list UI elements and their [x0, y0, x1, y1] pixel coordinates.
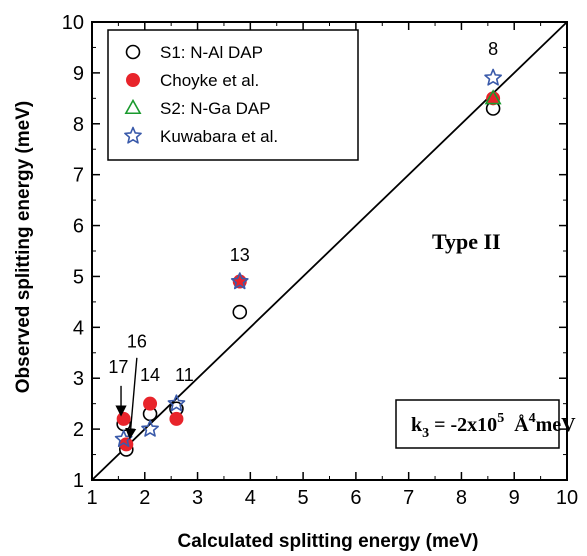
point-s1-n-al-dap	[232, 304, 248, 320]
point-label: 14	[140, 365, 160, 385]
k3-box	[395, 399, 560, 449]
legend-marker-s2-n-ga-dap	[124, 98, 142, 115]
point-kuwabara-et-al	[230, 272, 249, 290]
x-axis-title: Calculated splitting energy (meV)	[178, 531, 479, 552]
annotation-arrow	[125, 357, 138, 440]
y-tick-label: 9	[73, 63, 84, 85]
y-tick-label: 4	[73, 317, 84, 339]
x-tick-label: 7	[403, 487, 414, 509]
k3-exponent: 5	[497, 411, 504, 426]
x-tick-label: 1	[86, 487, 97, 509]
y-tick-label: 2	[73, 419, 84, 441]
x-tick-label: 4	[245, 487, 256, 509]
y-tick-label: 7	[73, 165, 84, 187]
legend-label-choyke-et-al: Choyke et al.	[160, 71, 259, 90]
k3-unit-angstrom: Å	[504, 413, 529, 436]
point-label: 16	[127, 332, 147, 352]
point-kuwabara-et-al	[484, 68, 502, 86]
legend-marker-choyke-et-al	[126, 73, 140, 87]
point-choyke-et-al	[169, 411, 184, 426]
k3-subscript: 3	[422, 426, 429, 441]
x-tick-label: 5	[298, 487, 309, 509]
x-tick-label: 6	[350, 487, 361, 509]
k3-unit-mev: meV	[536, 414, 577, 436]
point-kuwabara-et-al	[141, 419, 159, 437]
point-label: 8	[488, 39, 498, 59]
k3-equation: = -2x10	[429, 414, 497, 436]
point-choyke-et-al	[143, 396, 158, 411]
legend-box	[107, 29, 359, 161]
point-label: 17	[108, 357, 128, 377]
legend-label-s2-n-ga-dap: S2: N-Ga DAP	[160, 99, 271, 118]
y-tick-label: 6	[73, 216, 84, 238]
legend-marker-kuwabara-et-al	[124, 126, 142, 144]
point-s2-n-ga-dap	[484, 89, 502, 105]
x-tick-label: 3	[192, 487, 203, 509]
point-label: 11	[175, 365, 194, 385]
legend-label-kuwabara-et-al: Kuwabara et al.	[160, 127, 278, 146]
x-tick-label: 10	[556, 487, 578, 509]
y-tick-label: 5	[73, 266, 84, 288]
point-choyke-et-al	[116, 411, 131, 426]
k3-unit-exponent: 4	[529, 411, 536, 426]
x-tick-label: 8	[456, 487, 467, 509]
type-label: Type II	[432, 229, 501, 254]
y-tick-label: 10	[62, 12, 84, 34]
y-tick-label: 3	[73, 368, 84, 390]
y-axis-title: Observed splitting energy (meV)	[13, 101, 34, 393]
x-tick-label: 9	[509, 487, 520, 509]
y-tick-label: 8	[73, 114, 84, 136]
legend-marker-s1-n-al-dap	[125, 44, 141, 60]
k3-symbol: k	[411, 414, 423, 436]
legend-label-s1-n-al-dap: S1: N-Al DAP	[160, 43, 263, 62]
point-label: 13	[230, 245, 250, 265]
point-kuwabara-et-al	[167, 394, 186, 412]
x-tick-label: 2	[139, 487, 150, 509]
k3-annotation: k3 = -2x105 Å4meV	[411, 411, 576, 441]
y-tick-label: 1	[73, 470, 84, 492]
